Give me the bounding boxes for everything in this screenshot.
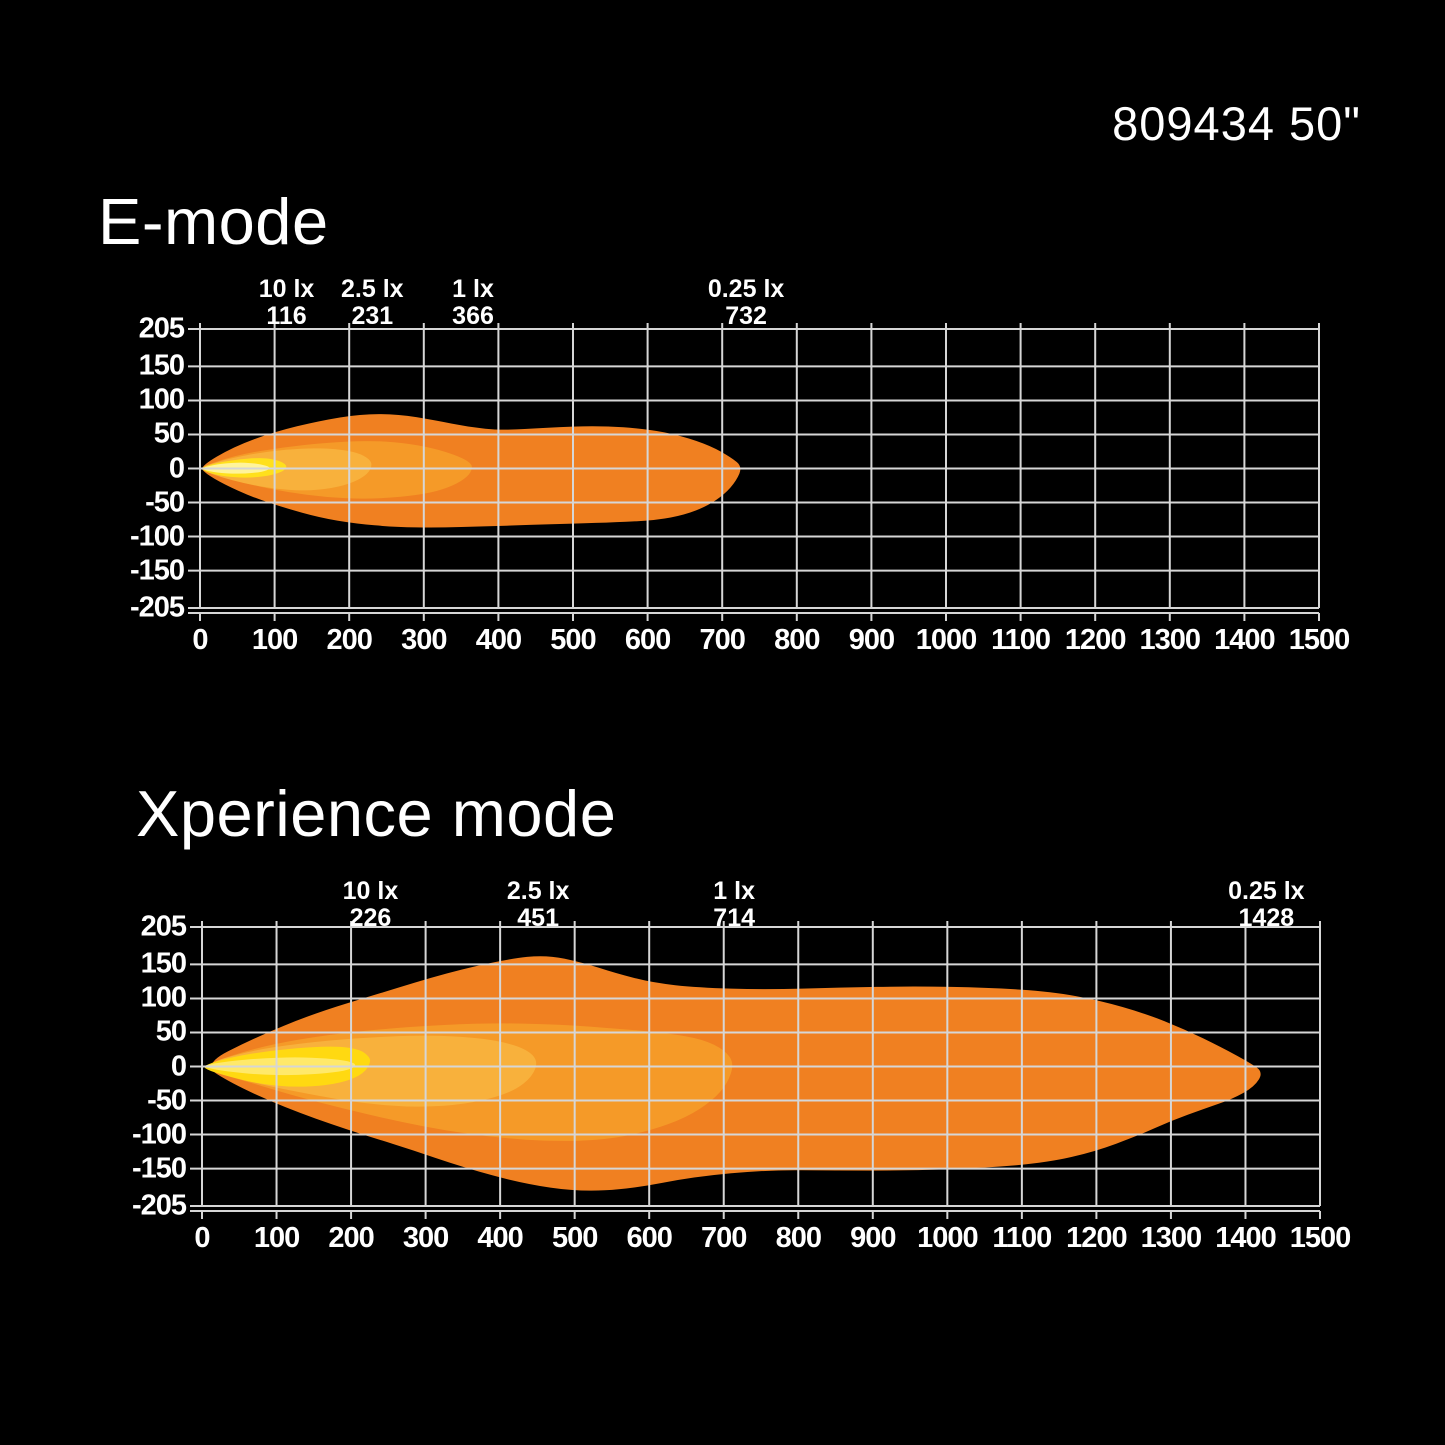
x-axis-tick-label: 600 [624, 624, 671, 656]
beam-0-25-lx-contour [202, 414, 741, 528]
x-axis-tick-label: 1000 [915, 624, 978, 656]
chart-title-xperience-mode: Xperience mode [136, 777, 617, 850]
x-axis-tick-label: 800 [775, 1222, 822, 1254]
x-axis-tick-label: 1400 [1214, 624, 1276, 656]
lux-distance-label: 366 [452, 302, 494, 330]
x-axis-tick-label: 400 [475, 624, 522, 656]
x-axis-tick-label: 200 [326, 624, 372, 656]
x-axis-tick-label: 100 [251, 624, 298, 656]
y-axis-tick-label: 50 [155, 1015, 187, 1048]
x-axis-tick-label: 0 [192, 624, 208, 656]
lux-marker: 0.25 lx 1428 [1228, 878, 1304, 932]
x-axis-tick-label: 900 [848, 624, 895, 656]
x-axis-tick-label: 1100 [991, 624, 1051, 656]
lux-value-label: 2.5 lx [506, 877, 570, 905]
lux-distance-label: 116 [266, 302, 307, 330]
x-axis-tick-label: 500 [550, 624, 596, 656]
y-axis-tick-label: -205 [129, 591, 185, 624]
lux-marker: 1 lx 714 [713, 878, 755, 932]
x-axis-tick-label: 1100 [992, 1222, 1052, 1254]
y-axis-tick-label: -100 [129, 520, 185, 553]
lux-value-label: 2.5 lx [341, 275, 404, 303]
y-axis-tick-label: 0 [168, 452, 185, 484]
lux-marker: 2.5 lx 231 [341, 276, 404, 330]
x-axis-tick-label: 1200 [1064, 624, 1127, 656]
x-axis-tick-label: 1400 [1215, 1222, 1277, 1254]
beam-1-lx-contour [201, 441, 472, 499]
x-axis-tick-label: 100 [253, 1222, 300, 1254]
lux-marker: 10 lx 116 [259, 276, 315, 330]
y-axis-tick-label: 205 [138, 312, 185, 345]
y-axis-tick-label: -50 [147, 1084, 187, 1117]
beam-10-lx-contour [202, 458, 287, 478]
beam-hotspot-core [203, 1057, 356, 1076]
lux-value-label: 1 lx [713, 877, 755, 905]
x-axis-tick-label: 700 [701, 1222, 747, 1254]
x-axis-tick-label: 700 [699, 624, 745, 656]
lux-value-label: 1 lx [452, 275, 494, 303]
lux-distance-label: 1428 [1238, 904, 1295, 932]
x-axis-tick-label: 400 [477, 1222, 523, 1254]
y-axis-tick-label: 150 [140, 947, 187, 980]
y-axis-tick-label: -150 [131, 1152, 187, 1185]
lux-distance-label: 714 [713, 904, 756, 932]
y-axis-tick-label: -150 [129, 554, 185, 587]
y-axis-tick-label: -50 [145, 486, 185, 519]
y-axis-tick-label: -100 [131, 1118, 187, 1151]
x-axis-tick-label: 1300 [1139, 624, 1202, 656]
lux-distance-label: 226 [349, 904, 392, 932]
x-axis-tick-label: 900 [850, 1222, 896, 1254]
beam-hotspot-core [203, 462, 270, 474]
y-axis-tick-label: -205 [131, 1189, 187, 1222]
lux-marker: 10 lx 226 [343, 878, 399, 932]
y-axis-tick-label: 100 [138, 383, 185, 416]
chart-title-e-mode: E-mode [98, 185, 329, 258]
lux-marker: 2.5 lx 451 [507, 878, 570, 932]
beam-2-5-lx-contour [209, 1035, 537, 1107]
x-axis-tick-label: 600 [626, 1222, 672, 1254]
lux-marker: 0.25 lx 732 [708, 276, 784, 330]
y-axis-tick-label: 0 [170, 1050, 187, 1082]
x-axis-tick-label: 200 [328, 1222, 374, 1254]
lux-distance-label: 732 [725, 302, 767, 330]
x-axis-tick-label: 300 [402, 1222, 449, 1254]
x-axis-tick-label: 500 [551, 1222, 598, 1254]
lux-distance-label: 231 [351, 302, 394, 330]
y-axis-tick-label: 100 [140, 981, 187, 1014]
y-axis-tick-label: 150 [138, 349, 185, 382]
y-axis-tick-label: 205 [140, 910, 187, 943]
beam-10-lx-contour [204, 1046, 371, 1087]
x-axis-tick-label: 800 [774, 624, 820, 656]
x-axis-tick-label: 1500 [1289, 1222, 1352, 1254]
x-axis-tick-label: 1000 [917, 1222, 979, 1254]
product-label: 809434 50" [1112, 97, 1361, 150]
x-axis-tick-label: 0 [194, 1222, 210, 1254]
lux-distance-label: 451 [517, 904, 559, 932]
beam-0-25-lx-contour [211, 956, 1261, 1191]
lux-value-label: 0.25 lx [1228, 877, 1305, 905]
lux-value-label: 10 lx [342, 877, 399, 905]
x-axis-tick-label: 1200 [1066, 1222, 1128, 1254]
x-axis-tick-label: 1300 [1140, 1222, 1203, 1254]
beam-2-5-lx-contour [201, 448, 372, 491]
y-axis-tick-label: 50 [153, 417, 185, 450]
x-axis-tick-label: 300 [401, 624, 447, 656]
x-axis-tick-label: 1500 [1288, 624, 1351, 656]
lux-marker: 1 lx 366 [452, 276, 494, 330]
lux-value-label: 0.25 lx [707, 275, 785, 303]
lux-value-label: 10 lx [258, 275, 315, 303]
beam-1-lx-contour [206, 1023, 733, 1141]
